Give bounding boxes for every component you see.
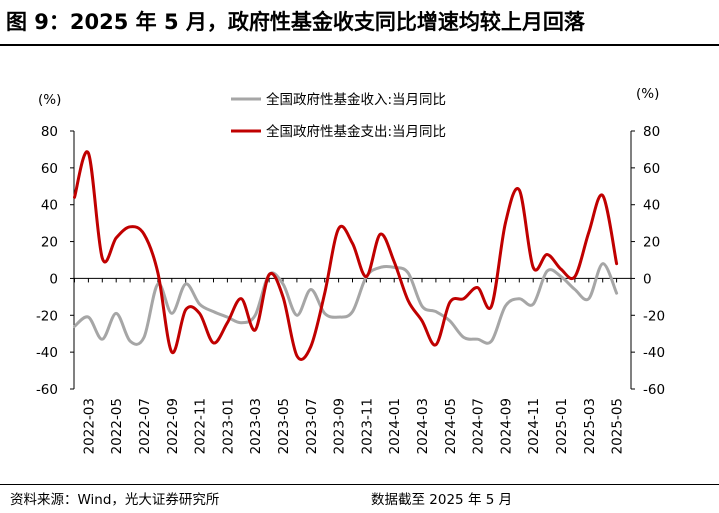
x-tick-label: 2023-11 bbox=[359, 398, 375, 454]
left-tick-label: 80 bbox=[41, 124, 58, 140]
x-tick-label: 2025-05 bbox=[610, 398, 626, 454]
left-tick-label: 40 bbox=[41, 198, 58, 214]
right-tick-label: 40 bbox=[643, 198, 660, 214]
x-tick-label: 2022-11 bbox=[193, 398, 209, 454]
expenditure-series-line bbox=[73, 150, 619, 361]
legend-label-expenditure: 全国政府性基金支出:当月同比 bbox=[266, 123, 446, 140]
x-tick-label: 2023-09 bbox=[332, 398, 348, 454]
series-layer bbox=[73, 150, 619, 361]
left-tick-label: 0 bbox=[49, 271, 58, 287]
x-tick-label: 2023-01 bbox=[220, 398, 236, 454]
x-tick-label: 2022-07 bbox=[137, 398, 153, 454]
x-tick-label: 2024-11 bbox=[526, 398, 542, 454]
right-axis-unit: (%) bbox=[636, 86, 659, 102]
x-tick-label: 2023-05 bbox=[276, 398, 292, 454]
left-axis-unit: (%) bbox=[38, 92, 61, 108]
right-tick-label: -20 bbox=[643, 308, 665, 324]
x-tick-label: 2024-07 bbox=[471, 398, 487, 454]
right-tick-label: 20 bbox=[643, 235, 660, 251]
left-tick-label: -60 bbox=[36, 382, 58, 398]
left-tick-label: -20 bbox=[36, 308, 58, 324]
title-rule bbox=[0, 44, 719, 46]
x-tick-label: 2022-05 bbox=[109, 398, 125, 454]
x-tick-label: 2024-05 bbox=[443, 398, 459, 454]
axes: 80 60 40 20 0 -20 -40 -60 80 60 40 20 0 -20 -40 -60 (%) (… bbox=[36, 86, 665, 454]
x-tick-label: 2022-03 bbox=[81, 398, 97, 454]
x-tick-label: 2023-03 bbox=[248, 398, 264, 454]
line-chart: 80 60 40 20 0 -20 -40 -60 80 60 40 20 0 -20 -40 -60 (%) (… bbox=[36, 86, 665, 454]
x-tick-label: 2025-01 bbox=[554, 398, 570, 454]
right-tick-label: -60 bbox=[643, 382, 665, 398]
source-note: 资料来源：Wind，光大证券研究所 bbox=[10, 492, 220, 508]
data-cutoff-note: 数据截至 2025 年 5 月 bbox=[371, 492, 513, 508]
right-tick-label: 80 bbox=[643, 124, 660, 140]
x-tick-label: 2025-03 bbox=[582, 398, 598, 454]
right-tick-label: 0 bbox=[643, 271, 652, 287]
x-tick-label: 2024-09 bbox=[498, 398, 514, 454]
left-tick-label: -40 bbox=[36, 345, 58, 361]
left-tick-label: 20 bbox=[41, 235, 58, 251]
revenue-series-line bbox=[73, 262, 619, 346]
right-tick-label: 60 bbox=[643, 161, 660, 177]
left-tick-label: 60 bbox=[41, 161, 58, 177]
x-tick-label: 2023-07 bbox=[304, 398, 320, 454]
right-tick-label: -40 bbox=[643, 345, 665, 361]
figure-title: 图 9：2025 年 5 月，政府性基金收支同比增速均较上月回落 bbox=[6, 10, 585, 34]
x-tick-label: 2024-03 bbox=[415, 398, 431, 454]
x-tick-label: 2024-01 bbox=[387, 398, 403, 454]
footer-rule bbox=[0, 484, 719, 485]
legend-label-revenue: 全国政府性基金收入:当月同比 bbox=[266, 91, 446, 108]
x-tick-label: 2022-09 bbox=[165, 398, 181, 454]
